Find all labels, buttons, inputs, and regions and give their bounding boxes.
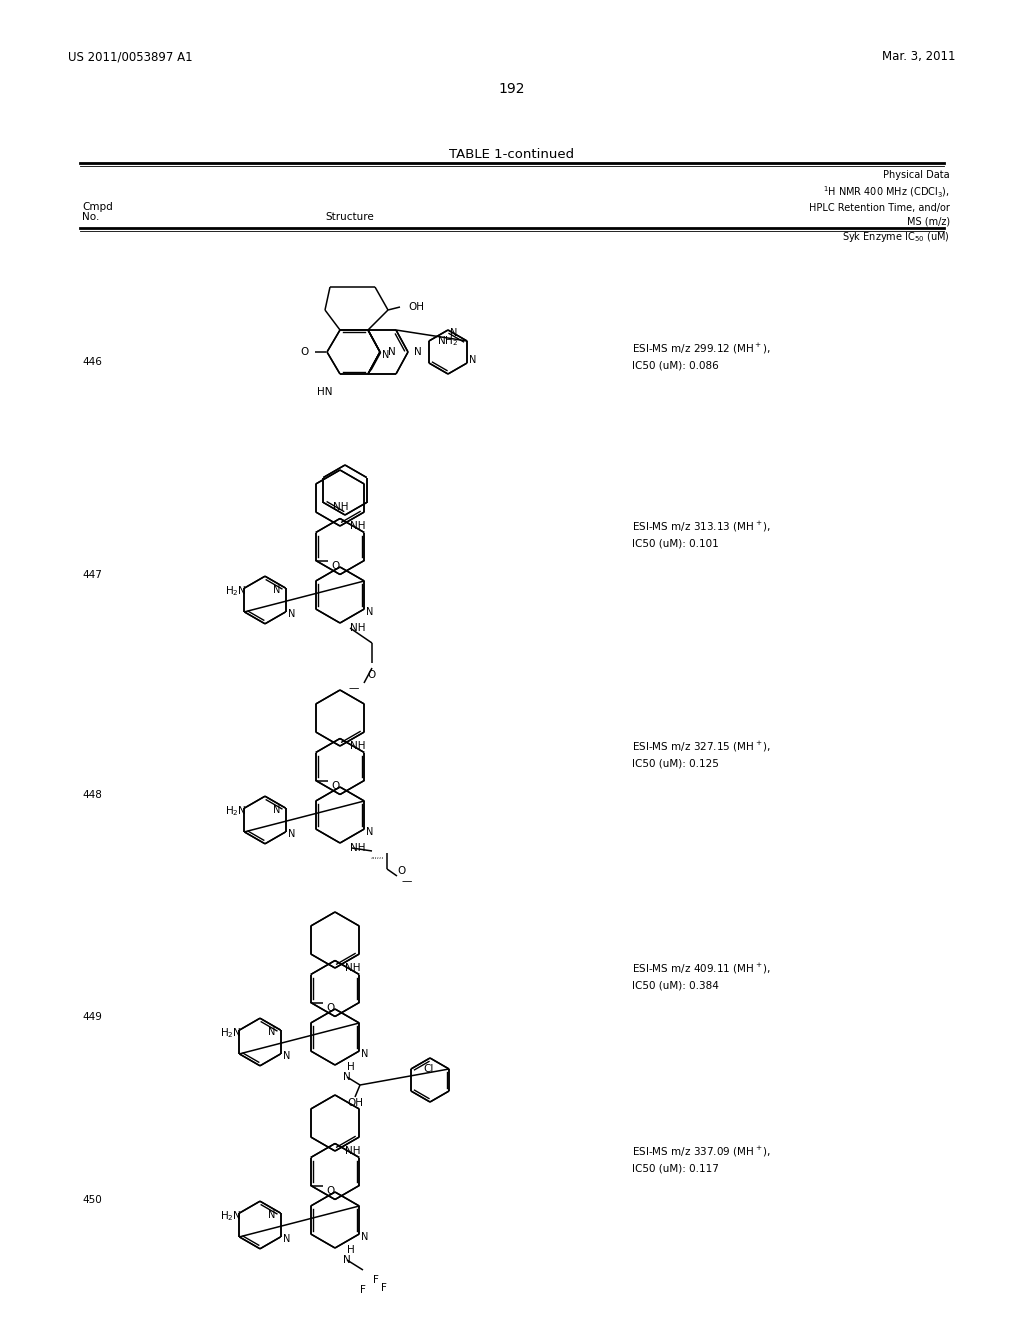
Text: H$_2$N: H$_2$N (220, 1209, 242, 1224)
Text: O: O (397, 866, 406, 876)
Text: OH: OH (408, 302, 424, 312)
Text: ESI-MS m/z 409.11 (MH$^+$),
IC50 (uM): 0.384: ESI-MS m/z 409.11 (MH$^+$), IC50 (uM): 0… (632, 962, 771, 990)
Text: O: O (332, 780, 340, 791)
Text: ESI-MS m/z 313.13 (MH$^+$),
IC50 (uM): 0.101: ESI-MS m/z 313.13 (MH$^+$), IC50 (uM): 0… (632, 520, 771, 548)
Text: H: H (347, 1245, 354, 1255)
Text: 448: 448 (82, 789, 101, 800)
Text: ESI-MS m/z 337.09 (MH$^+$),
IC50 (uM): 0.117: ESI-MS m/z 337.09 (MH$^+$), IC50 (uM): 0… (632, 1144, 771, 1173)
Text: O: O (368, 671, 376, 680)
Text: F: F (373, 1275, 379, 1284)
Text: HN: HN (316, 387, 332, 397)
Text: 450: 450 (82, 1195, 101, 1205)
Text: N: N (268, 1210, 275, 1220)
Text: H$_2$N: H$_2$N (220, 1027, 242, 1040)
Text: ESI-MS m/z 299.12 (MH$^+$),
IC50 (uM): 0.086: ESI-MS m/z 299.12 (MH$^+$), IC50 (uM): 0… (632, 342, 771, 370)
Text: Cl: Cl (423, 1064, 433, 1074)
Text: —: — (349, 682, 359, 693)
Text: N: N (414, 347, 422, 356)
Text: N: N (382, 350, 389, 360)
Text: N: N (450, 327, 458, 338)
Text: N: N (273, 585, 281, 595)
Text: F: F (360, 1284, 366, 1295)
Text: N: N (283, 1051, 290, 1061)
Text: 192: 192 (499, 82, 525, 96)
Text: N: N (367, 828, 374, 837)
Text: H$_2$N: H$_2$N (225, 804, 247, 818)
Text: ,,,,,,: ,,,,,, (370, 853, 384, 859)
Text: NH: NH (350, 741, 366, 751)
Text: H: H (347, 1063, 354, 1072)
Text: NH: NH (350, 521, 366, 531)
Text: NH: NH (345, 964, 360, 973)
Text: —: — (401, 876, 413, 886)
Text: O: O (332, 561, 340, 570)
Text: Mar. 3, 2011: Mar. 3, 2011 (883, 50, 956, 63)
Text: N: N (273, 805, 281, 814)
Text: Structure: Structure (326, 213, 375, 222)
Text: 449: 449 (82, 1012, 101, 1022)
Text: N: N (469, 355, 476, 366)
Text: H$_2$N: H$_2$N (225, 585, 247, 598)
Text: ESI-MS m/z 327.15 (MH$^+$),
IC50 (uM): 0.125: ESI-MS m/z 327.15 (MH$^+$), IC50 (uM): 0… (632, 741, 771, 768)
Text: NH: NH (334, 503, 349, 512)
Text: N: N (288, 829, 295, 840)
Text: TABLE 1-continued: TABLE 1-continued (450, 148, 574, 161)
Text: N: N (361, 1049, 369, 1059)
Text: O: O (327, 1185, 335, 1196)
Text: N: N (388, 347, 395, 356)
Text: O: O (301, 347, 309, 356)
Text: OH: OH (347, 1098, 362, 1107)
Text: N: N (367, 607, 374, 616)
Text: N: N (343, 1255, 351, 1265)
Text: F: F (381, 1283, 387, 1294)
Text: 446: 446 (82, 356, 101, 367)
Text: NH: NH (345, 1146, 360, 1156)
Text: N: N (343, 1072, 351, 1082)
Text: N: N (283, 1234, 290, 1243)
Text: US 2011/0053897 A1: US 2011/0053897 A1 (68, 50, 193, 63)
Text: NH: NH (350, 623, 366, 634)
Text: NH$_2$: NH$_2$ (437, 334, 458, 348)
Text: O: O (327, 1002, 335, 1012)
Text: 447: 447 (82, 570, 101, 579)
Text: N: N (361, 1232, 369, 1242)
Text: Physical Data
$^1$H NMR 400 MHz (CDCl$_3$),
HPLC Retention Time, and/or
MS (m/z): Physical Data $^1$H NMR 400 MHz (CDCl$_3… (809, 170, 950, 244)
Text: No.: No. (82, 213, 99, 222)
Text: N: N (288, 609, 295, 619)
Text: Cmpd: Cmpd (82, 202, 113, 213)
Text: N: N (268, 1027, 275, 1038)
Text: NH: NH (350, 843, 366, 853)
